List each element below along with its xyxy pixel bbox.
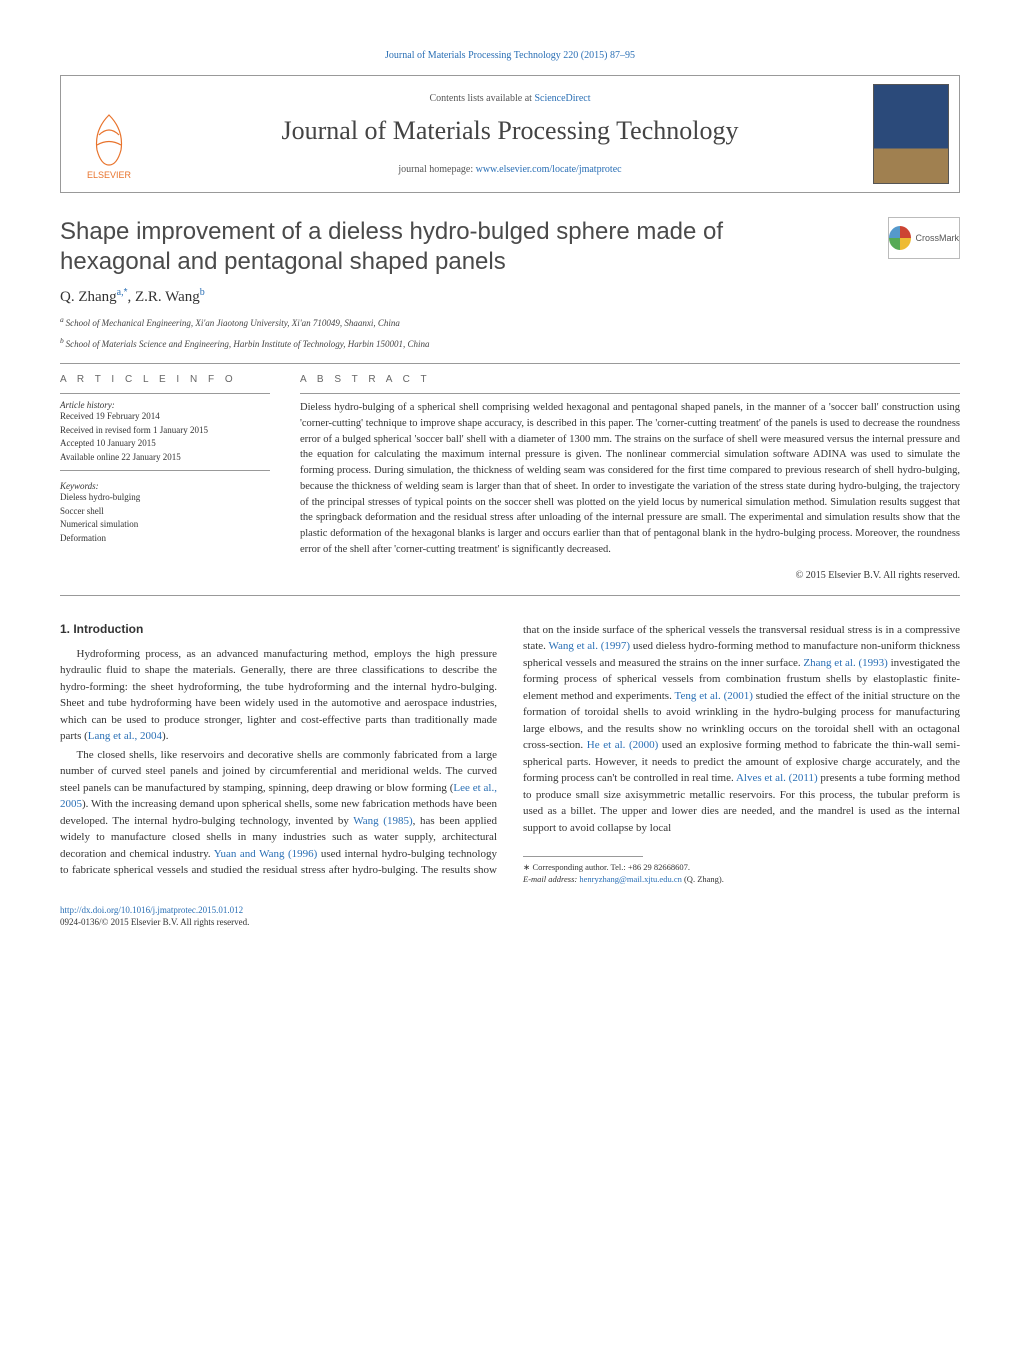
history-revised: Received in revised form 1 January 2015: [60, 424, 270, 438]
divider: [300, 393, 960, 394]
divider: [60, 363, 960, 364]
paper-title: Shape improvement of a dieless hydro-bul…: [60, 217, 840, 277]
journal-homepage: journal homepage: www.elsevier.com/locat…: [159, 164, 861, 175]
body-columns: 1. Introduction Hydroforming process, as…: [60, 622, 960, 886]
copyright-line: © 2015 Elsevier B.V. All rights reserved…: [300, 570, 960, 581]
header-center: Contents lists available at ScienceDirec…: [159, 93, 861, 175]
journal-cover-thumb: [873, 84, 949, 184]
contents-line: Contents lists available at ScienceDirec…: [159, 93, 861, 104]
abstract-column: a b s t r a c t Dieless hydro-bulging of…: [300, 374, 960, 581]
body-paragraph: Hydroforming process, as an advanced man…: [60, 646, 497, 745]
citation-link[interactable]: Zhang et al. (1993): [803, 657, 887, 669]
issn-copyright: 0924-0136/© 2015 Elsevier B.V. All right…: [60, 916, 960, 929]
footnote-rule: [523, 856, 643, 857]
citation-link[interactable]: Alves et al. (2011): [736, 772, 818, 784]
history-received: Received 19 February 2014: [60, 410, 270, 424]
crossmark-icon: [889, 226, 911, 250]
authors-line: Q. Zhanga,*, Z.R. Wangb: [60, 287, 960, 306]
keyword: Soccer shell: [60, 505, 270, 519]
history-online: Available online 22 January 2015: [60, 451, 270, 465]
email-link[interactable]: henryzhang@mail.xjtu.edu.cn: [579, 874, 681, 884]
keyword: Numerical simulation: [60, 518, 270, 532]
citation-link[interactable]: Lang et al., 2004: [88, 730, 162, 742]
email-line: E-mail address: henryzhang@mail.xjtu.edu…: [523, 874, 960, 886]
sciencedirect-link[interactable]: ScienceDirect: [534, 93, 590, 104]
citation-link[interactable]: Wang et al. (1997): [548, 640, 630, 652]
citation-link[interactable]: Wang (1985): [353, 815, 412, 827]
elsevier-logo: ELSEVIER: [71, 88, 147, 180]
journal-name: Journal of Materials Processing Technolo…: [159, 116, 861, 146]
keyword: Deformation: [60, 532, 270, 546]
top-citation: Journal of Materials Processing Technolo…: [60, 50, 960, 61]
history-accepted: Accepted 10 January 2015: [60, 437, 270, 451]
journal-header: ELSEVIER Contents lists available at Sci…: [60, 75, 960, 193]
doi-link[interactable]: http://dx.doi.org/10.1016/j.jmatprotec.2…: [60, 905, 243, 915]
divider: [60, 470, 270, 471]
abstract-heading: a b s t r a c t: [300, 374, 960, 385]
keyword: Dieless hydro-bulging: [60, 491, 270, 505]
affiliation-b: b School of Materials Science and Engine…: [60, 335, 960, 352]
divider: [60, 393, 270, 394]
abstract-text: Dieless hydro-bulging of a spherical she…: [300, 400, 960, 558]
history-label: Article history:: [60, 400, 270, 410]
homepage-link[interactable]: www.elsevier.com/locate/jmatprotec: [476, 164, 622, 175]
doi-block: http://dx.doi.org/10.1016/j.jmatprotec.2…: [60, 904, 960, 929]
citation-link[interactable]: Yuan and Wang (1996): [214, 848, 318, 860]
affiliation-a: a School of Mechanical Engineering, Xi'a…: [60, 314, 960, 331]
keywords-label: Keywords:: [60, 481, 270, 491]
citation-link[interactable]: Teng et al. (2001): [675, 690, 753, 702]
article-info-column: a r t i c l e i n f o Article history: R…: [60, 374, 270, 581]
article-info-heading: a r t i c l e i n f o: [60, 374, 270, 385]
crossmark-badge[interactable]: CrossMark: [888, 217, 960, 259]
citation-link[interactable]: He et al. (2000): [587, 739, 659, 751]
corresponding-author-note: ∗ Corresponding author. Tel.: +86 29 826…: [523, 862, 960, 874]
section-heading: 1. Introduction: [60, 622, 497, 636]
